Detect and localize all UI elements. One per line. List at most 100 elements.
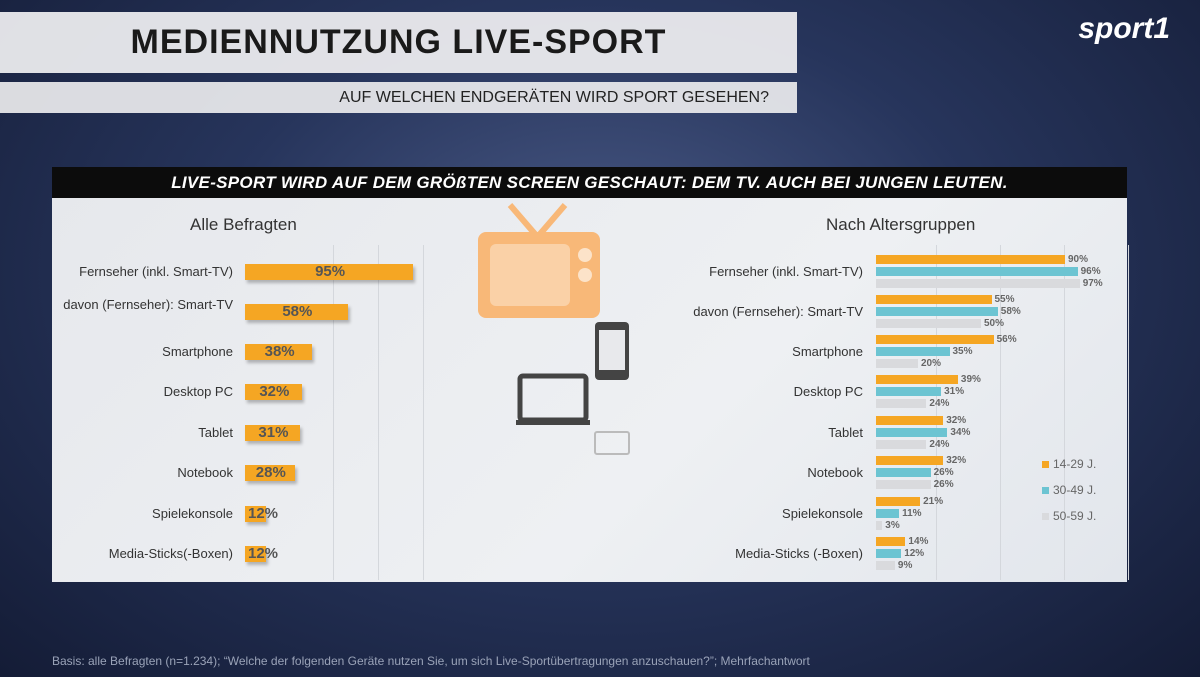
category-label: Media-Sticks (-Boxen) xyxy=(735,546,863,561)
bar xyxy=(876,509,900,518)
data-label: 24% xyxy=(929,398,950,409)
legend-item: 14-29 J. xyxy=(1042,457,1096,471)
category-label: davon (Fernseher): Smart-TV xyxy=(63,297,233,312)
data-label: 32% xyxy=(946,415,967,426)
gridline xyxy=(378,245,379,580)
data-label: 96% xyxy=(1080,266,1101,277)
data-label: 97% xyxy=(1082,278,1103,289)
category-label: Tablet xyxy=(828,425,863,440)
data-label: 12% xyxy=(248,545,279,562)
bar xyxy=(245,264,414,280)
category-label: Fernseher (inkl. Smart-TV) xyxy=(79,264,233,279)
gridline xyxy=(423,245,424,580)
data-label: 55% xyxy=(994,294,1015,305)
gridline xyxy=(1000,245,1001,580)
tablet-icon xyxy=(594,431,630,455)
data-label: 38% xyxy=(264,343,295,360)
category-label: Desktop PC xyxy=(793,384,863,399)
category-label: Desktop PC xyxy=(163,384,233,399)
gridline xyxy=(333,245,334,580)
bar xyxy=(245,465,295,481)
bar xyxy=(876,561,895,570)
bar xyxy=(876,549,902,558)
tv-icon xyxy=(478,203,600,318)
bar xyxy=(876,537,906,546)
data-label: 31% xyxy=(258,424,289,441)
data-label: 24% xyxy=(929,439,950,450)
bar xyxy=(245,384,302,400)
bar xyxy=(876,497,921,506)
gridline xyxy=(936,245,937,580)
data-label: 21% xyxy=(923,496,944,507)
data-label: 12% xyxy=(248,505,279,522)
category-label: Spielekonsole xyxy=(782,506,863,521)
data-label: 58% xyxy=(282,303,313,320)
legend-label: 50-59 J. xyxy=(1053,509,1097,523)
legend-item: 30-49 J. xyxy=(1042,483,1096,497)
bar xyxy=(245,546,267,562)
category-label: Smartphone xyxy=(792,344,863,359)
data-label: 32% xyxy=(946,455,967,466)
category-label: Fernseher (inkl. Smart-TV) xyxy=(709,264,863,279)
data-label: 32% xyxy=(259,383,290,400)
bar xyxy=(876,456,944,465)
subtitle-box: AUF WELCHEN ENDGERÄTEN WIRD SPORT GESEHE… xyxy=(0,82,797,113)
category-label: Tablet xyxy=(198,425,233,440)
category-label: Notebook xyxy=(807,465,863,480)
page-subtitle: AUF WELCHEN ENDGERÄTEN WIRD SPORT GESEHE… xyxy=(339,88,769,106)
data-label: 50% xyxy=(984,318,1005,329)
category-label: Smartphone xyxy=(162,344,233,359)
title-box: MEDIENNUTZUNG LIVE-SPORT xyxy=(0,12,797,73)
data-label: 31% xyxy=(944,386,965,397)
category-label: Media-Sticks(-Boxen) xyxy=(108,546,233,561)
legend-swatch xyxy=(1042,460,1049,468)
legend-item: 50-59 J. xyxy=(1042,509,1096,523)
bar xyxy=(876,440,927,449)
data-label: 39% xyxy=(960,374,981,385)
data-label: 58% xyxy=(1000,306,1021,317)
data-label: 95% xyxy=(315,263,346,280)
data-label: 3% xyxy=(885,520,900,531)
data-label: 20% xyxy=(921,358,942,369)
bar xyxy=(876,375,958,384)
bar xyxy=(876,480,931,489)
bar xyxy=(876,387,942,396)
legend-swatch xyxy=(1042,486,1049,494)
right-chart-title: Nach Altersgruppen xyxy=(826,215,976,234)
bar xyxy=(876,279,1080,288)
bar xyxy=(876,255,1065,264)
laptop-icon xyxy=(516,373,590,425)
category-label: Spielekonsole xyxy=(152,506,233,521)
sport1-logo: sport1 xyxy=(1078,12,1170,45)
device-icons xyxy=(478,203,630,455)
data-label: 34% xyxy=(950,427,971,438)
data-label: 56% xyxy=(996,334,1017,345)
gridline xyxy=(1064,245,1065,580)
data-label: 26% xyxy=(933,479,954,490)
bar xyxy=(876,295,992,304)
bar xyxy=(245,506,267,522)
page-title: MEDIENNUTZUNG LIVE-SPORT xyxy=(130,23,667,61)
gridline xyxy=(1128,245,1129,580)
category-label: davon (Fernseher): Smart-TV xyxy=(693,304,863,319)
data-label: 28% xyxy=(255,464,286,481)
banner: LIVE-SPORT WIRD AUF DEM GRÖßTEN SCREEN G… xyxy=(52,167,1127,198)
bar xyxy=(245,304,348,320)
bar xyxy=(876,267,1078,276)
data-label: 90% xyxy=(1068,254,1089,265)
bar xyxy=(876,319,981,328)
bar xyxy=(876,399,927,408)
legend-label: 14-29 J. xyxy=(1053,457,1097,471)
data-label: 26% xyxy=(933,467,954,478)
bar xyxy=(876,335,994,344)
legend-label: 30-49 J. xyxy=(1053,483,1097,497)
bar xyxy=(876,521,883,530)
bar xyxy=(245,425,300,441)
data-label: 11% xyxy=(902,508,922,519)
bar xyxy=(876,347,950,356)
bar xyxy=(876,416,944,425)
bar xyxy=(876,359,918,368)
data-label: 35% xyxy=(952,346,973,357)
bar xyxy=(876,307,998,316)
category-label: Notebook xyxy=(177,465,233,480)
